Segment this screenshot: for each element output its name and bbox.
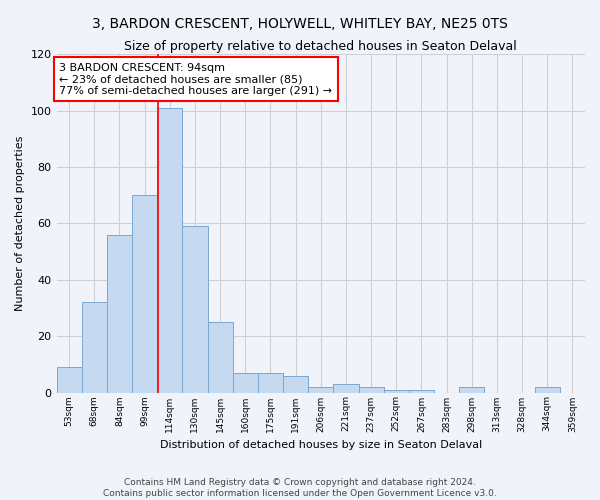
Bar [107,234,132,392]
Bar [308,387,334,392]
Bar [383,390,409,392]
Bar [132,195,157,392]
Text: 3, BARDON CRESCENT, HOLYWELL, WHITLEY BAY, NE25 0TS: 3, BARDON CRESCENT, HOLYWELL, WHITLEY BA… [92,18,508,32]
Bar [535,387,560,392]
Bar [233,373,258,392]
Bar [258,373,283,392]
Bar [459,387,484,392]
Title: Size of property relative to detached houses in Seaton Delaval: Size of property relative to detached ho… [124,40,517,53]
Bar [157,108,182,393]
Text: Contains HM Land Registry data © Crown copyright and database right 2024.
Contai: Contains HM Land Registry data © Crown c… [103,478,497,498]
Bar [409,390,434,392]
Bar [208,322,233,392]
Bar [359,387,383,392]
Bar [182,226,208,392]
Bar [82,302,107,392]
Bar [56,367,82,392]
Bar [283,376,308,392]
Text: 3 BARDON CRESCENT: 94sqm
← 23% of detached houses are smaller (85)
77% of semi-d: 3 BARDON CRESCENT: 94sqm ← 23% of detach… [59,62,332,96]
Bar [334,384,359,392]
X-axis label: Distribution of detached houses by size in Seaton Delaval: Distribution of detached houses by size … [160,440,482,450]
Y-axis label: Number of detached properties: Number of detached properties [15,136,25,311]
